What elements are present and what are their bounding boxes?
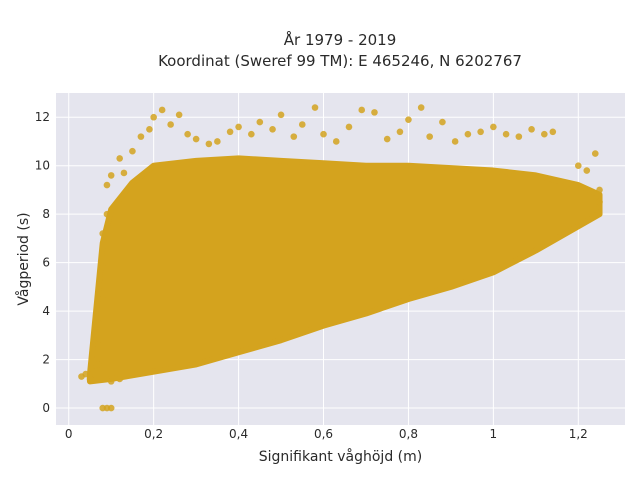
- x-tick-label: 0,8: [399, 427, 418, 441]
- chart-title-block: År 1979 - 2019 Koordinat (Sweref 99 TM):…: [0, 30, 640, 72]
- x-tick-label: 0: [65, 427, 73, 441]
- chart-subtitle: Koordinat (Sweref 99 TM): E 465246, N 62…: [158, 52, 522, 70]
- x-tick-label: 0,4: [229, 427, 248, 441]
- data-point: [596, 186, 603, 194]
- data-point: [90, 368, 98, 375]
- data-point: [184, 130, 191, 138]
- data-point: [116, 155, 123, 162]
- data-point: [439, 118, 446, 126]
- data-point: [371, 109, 378, 116]
- data-point: [269, 126, 276, 133]
- data-point: [103, 181, 111, 189]
- x-axis-ticks: 0 0,2 0,4 0,6 0,8 1 1,2: [65, 427, 588, 441]
- chart-title: År 1979 - 2019: [283, 31, 397, 49]
- data-point: [417, 104, 425, 111]
- dense-region-mark: [86, 155, 603, 385]
- data-point: [596, 198, 603, 206]
- data-point: [345, 123, 353, 131]
- data-point: [158, 106, 166, 114]
- data-point: [405, 116, 412, 123]
- data-point: [426, 133, 433, 140]
- x-tick-label: 0,2: [144, 427, 163, 441]
- data-point: [107, 404, 115, 412]
- x-tick-label: 0,6: [314, 427, 333, 441]
- data-point: [99, 230, 107, 237]
- data-point: [477, 128, 484, 136]
- data-point: [451, 138, 459, 145]
- data-point: [95, 319, 102, 327]
- data-point: [205, 140, 213, 148]
- data-point: [358, 106, 366, 114]
- y-tick-label: 8: [42, 207, 50, 221]
- data-point: [235, 123, 242, 131]
- data-point: [464, 130, 472, 138]
- data-point: [320, 130, 327, 138]
- data-point: [256, 118, 264, 126]
- data-point: [99, 295, 107, 303]
- data-point: [311, 104, 319, 111]
- data-point: [298, 121, 306, 128]
- data-point: [248, 130, 255, 138]
- data-point: [277, 111, 285, 119]
- x-tick-label: 1,2: [569, 427, 588, 441]
- data-point: [214, 138, 221, 145]
- data-point: [562, 181, 569, 189]
- scatter-points: [78, 104, 603, 412]
- data-point: [120, 169, 128, 177]
- data-point: [103, 210, 111, 218]
- y-tick-label: 0: [42, 401, 50, 415]
- y-tick-label: 4: [42, 304, 50, 318]
- data-point: [107, 378, 115, 385]
- data-point: [150, 113, 157, 121]
- data-point: [490, 123, 497, 131]
- data-point: [591, 206, 599, 213]
- data-point: [502, 130, 510, 138]
- data-point: [175, 111, 183, 119]
- data-point: [129, 147, 136, 155]
- data-point: [515, 133, 523, 140]
- data-point: [383, 135, 391, 143]
- data-point: [95, 341, 102, 349]
- data-point: [549, 128, 557, 136]
- data-point: [583, 167, 591, 174]
- x-axis-label: Signifikant våghöjd (m): [259, 448, 422, 465]
- data-point: [137, 133, 145, 140]
- data-point: [332, 138, 340, 145]
- data-point: [290, 133, 298, 140]
- data-point: [528, 126, 535, 133]
- data-point: [574, 162, 582, 170]
- data-point: [396, 128, 404, 136]
- data-point: [541, 130, 548, 138]
- data-point: [107, 172, 115, 179]
- x-tick-label: 1: [490, 427, 498, 441]
- y-tick-label: 2: [42, 353, 50, 367]
- data-point: [99, 264, 107, 271]
- data-point: [82, 370, 90, 378]
- data-point: [192, 135, 200, 143]
- y-tick-label: 12: [35, 110, 50, 124]
- data-point: [226, 128, 234, 136]
- y-axis-ticks: 0 2 4 6 8 10 12: [35, 110, 50, 415]
- data-point: [146, 126, 153, 133]
- data-point: [86, 375, 94, 383]
- data-point: [95, 361, 102, 368]
- y-tick-label: 6: [42, 256, 50, 270]
- data-point: [167, 121, 174, 128]
- data-point: [591, 150, 599, 157]
- y-axis-label: Vågperiod (s): [15, 212, 32, 305]
- data-point: [116, 375, 123, 383]
- dense-point-cloud: [86, 155, 603, 385]
- y-tick-label: 10: [35, 159, 50, 173]
